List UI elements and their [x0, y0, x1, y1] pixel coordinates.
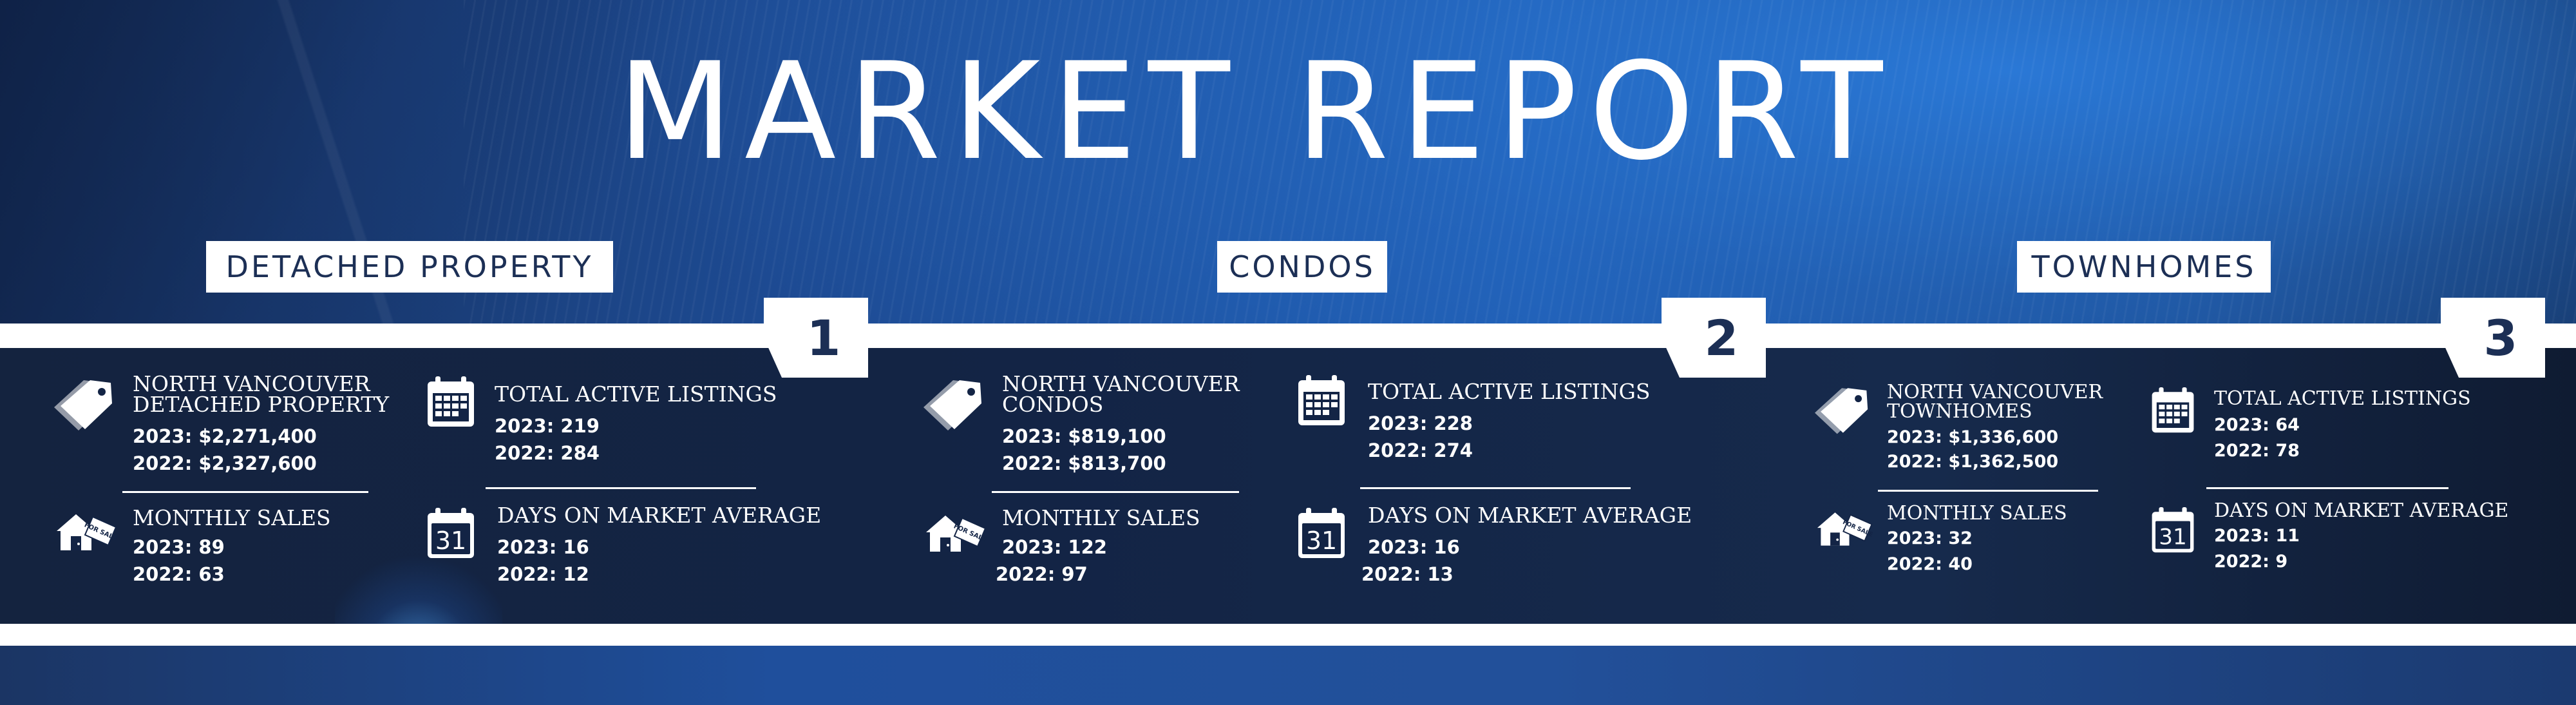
dom-heading: DAYS ON MARKET AVERAGE	[1368, 503, 1692, 528]
section-number: 3	[2483, 309, 2518, 367]
sales-block: MONTHLY SALES 2023: 32 2022: 40	[1887, 504, 2067, 577]
dom-2023: 2023: 16	[497, 536, 589, 558]
dom-2022: 2022: 13	[1361, 563, 1454, 585]
section-label-detached: DETACHED PROPERTY	[206, 241, 613, 293]
price-heading: NORTH VANCOUVER DETACHED PROPERTY	[133, 371, 390, 417]
section-number-tab-2: 2	[1662, 298, 1766, 378]
divider	[2206, 487, 2448, 489]
calendar-31-icon: 31	[1298, 508, 1345, 558]
price-tag-icon	[54, 380, 112, 430]
sales-heading: MONTHLY SALES	[133, 505, 331, 530]
price-2023: 2023: $2,271,400	[133, 425, 317, 447]
calendar-icon	[2152, 387, 2194, 433]
listings-block: TOTAL ACTIVE LISTINGS 2023: 64 2022: 78	[2214, 389, 2471, 464]
listings-block: TOTAL ACTIVE LISTINGS 2023: 228 2022: 27…	[1368, 381, 1651, 464]
sales-heading: MONTHLY SALES	[1887, 502, 2067, 525]
price-2022: 2022: $1,362,500	[1887, 452, 2059, 472]
listings-heading: TOTAL ACTIVE LISTINGS	[2214, 387, 2471, 410]
section-label-townhomes: TOWNHOMES	[2017, 241, 2271, 293]
dom-2023: 2023: 16	[1368, 536, 1460, 558]
dom-2022: 2022: 12	[497, 563, 589, 585]
sales-2023: 2023: 89	[133, 536, 225, 558]
divider	[1360, 487, 1631, 489]
price-heading: NORTH VANCOUVER TOWNHOMES	[1887, 381, 2103, 423]
listings-2022: 2022: 274	[1368, 439, 1473, 461]
listings-heading: TOTAL ACTIVE LISTINGS	[495, 381, 777, 407]
sales-2023: 2023: 122	[1002, 536, 1107, 558]
house-for-sale-icon: FOR SALE	[57, 514, 118, 550]
bottom-band	[0, 624, 2576, 646]
price-2023: 2023: $819,100	[1002, 425, 1166, 447]
calendar-day-text: 31	[435, 526, 466, 555]
section-number-tab-1: 1	[764, 298, 868, 378]
calendar-31-icon: 31	[428, 508, 474, 558]
price-tag-icon	[1815, 388, 1868, 434]
section-label-condos: CONDOS	[1217, 241, 1387, 293]
house-for-sale-icon: FOR SALE	[926, 516, 988, 552]
listings-block: TOTAL ACTIVE LISTINGS 2023: 219 2022: 28…	[495, 381, 777, 467]
price-2023: 2023: $1,336,600	[1887, 427, 2059, 447]
calendar-day-text: 31	[1306, 526, 1337, 555]
divider	[122, 491, 368, 493]
dom-2022: 2022: 9	[2214, 552, 2288, 572]
listings-2023: 2023: 219	[495, 415, 600, 437]
sales-block: MONTHLY SALES 2023: 122 2022: 97	[996, 505, 1200, 588]
section-number: 2	[1704, 309, 1739, 367]
divider	[1878, 490, 2098, 492]
dom-heading: DAYS ON MARKET AVERAGE	[497, 503, 822, 528]
section-number: 1	[806, 309, 841, 367]
dom-block: DAYS ON MARKET AVERAGE 2023: 16 2022: 13	[1361, 503, 1692, 588]
sales-2022: 2022: 40	[1887, 554, 1973, 574]
house-for-sale-icon: FOR SALE	[1817, 512, 1874, 546]
price-heading: NORTH VANCOUVER CONDOS	[1002, 371, 1240, 417]
listings-2023: 2023: 64	[2214, 415, 2300, 435]
price-block: NORTH VANCOUVER TOWNHOMES 2023: $1,336,6…	[1887, 383, 2119, 474]
listings-2023: 2023: 228	[1368, 412, 1473, 434]
sales-2022: 2022: 97	[996, 563, 1088, 585]
listings-2022: 2022: 284	[495, 442, 600, 464]
listings-heading: TOTAL ACTIVE LISTINGS	[1368, 379, 1651, 404]
top-band	[0, 324, 2576, 348]
section-number-tab-3: 3	[2441, 298, 2545, 378]
sales-2022: 2022: 63	[133, 563, 225, 585]
page-title: MARKET REPORT	[617, 34, 1895, 190]
dom-block: DAYS ON MARKET AVERAGE 2023: 16 2022: 12	[497, 505, 821, 588]
calendar-icon	[1298, 375, 1345, 425]
sales-heading: MONTHLY SALES	[1002, 505, 1200, 530]
price-2022: 2022: $813,700	[1002, 452, 1166, 474]
dom-heading: DAYS ON MARKET AVERAGE	[2214, 499, 2509, 522]
price-tag-icon	[923, 380, 981, 430]
price-block: NORTH VANCOUVER DETACHED PROPERTY 2023: …	[133, 371, 403, 477]
calendar-icon	[428, 376, 474, 427]
calendar-31-icon: 31	[2152, 507, 2194, 553]
price-2022: 2022: $2,327,600	[133, 452, 317, 474]
dom-2023: 2023: 11	[2214, 526, 2300, 546]
price-block: NORTH VANCOUVER CONDOS 2023: $819,100 20…	[1002, 371, 1247, 477]
dom-block: DAYS ON MARKET AVERAGE 2023: 11 2022: 9	[2214, 501, 2508, 575]
divider	[992, 491, 1239, 493]
divider	[486, 487, 756, 489]
calendar-day-text: 31	[2159, 525, 2187, 550]
sales-block: MONTHLY SALES 2023: 89 2022: 63	[133, 505, 331, 588]
sales-2023: 2023: 32	[1887, 528, 1973, 548]
listings-2022: 2022: 78	[2214, 441, 2300, 461]
bottom-strip	[0, 646, 2576, 705]
